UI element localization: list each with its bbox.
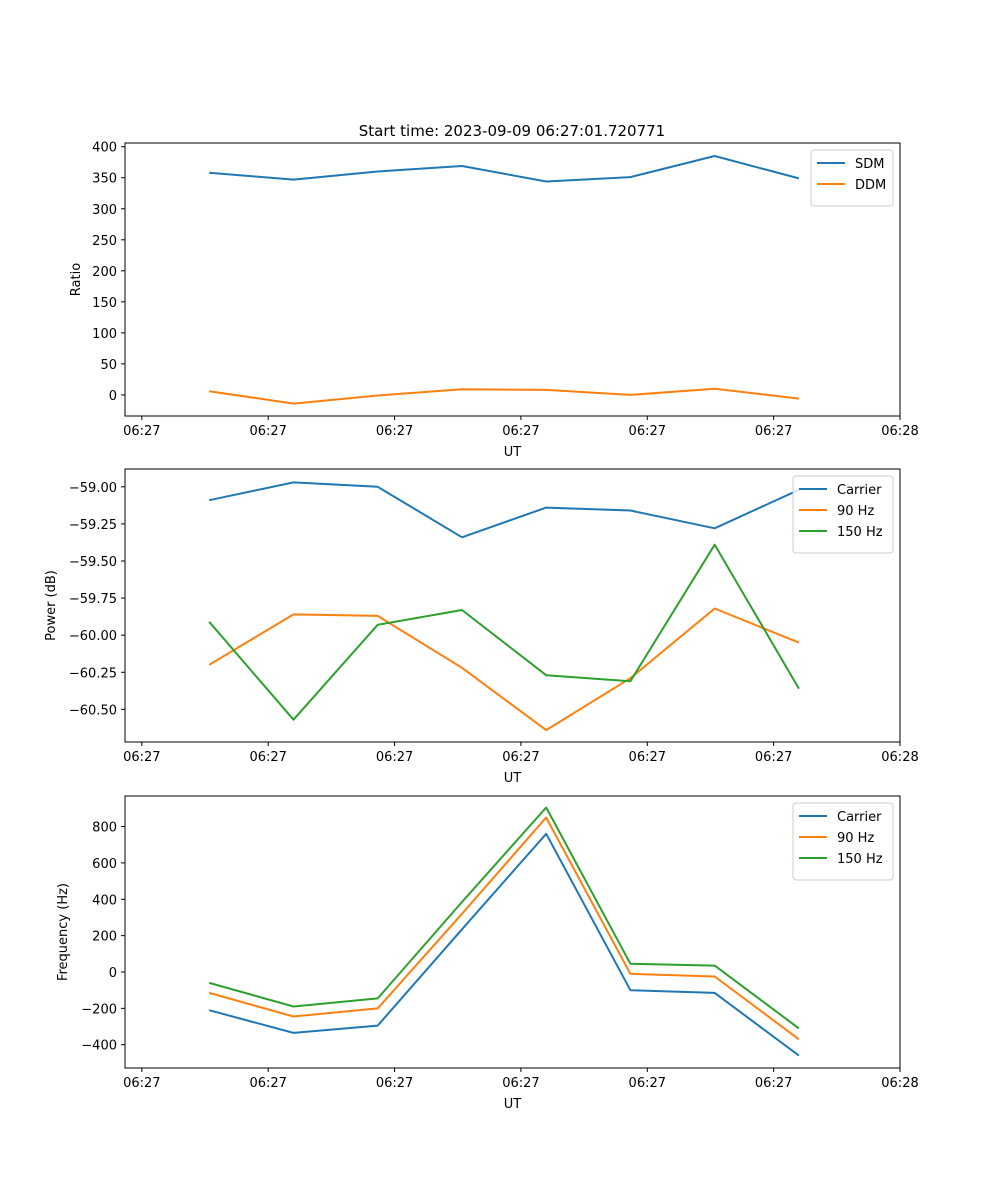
frequency-y-axis-label: Frequency (Hz) (56, 883, 71, 981)
frequency-y-tick-label: −200 (81, 1002, 117, 1017)
frequency-y-tick-label: 800 (92, 821, 117, 836)
ratio-y-tick-label: 400 (92, 141, 117, 156)
frequency-x-tick-label: 06:27 (123, 1076, 160, 1091)
power-x-tick-label: 06:27 (249, 750, 286, 765)
frequency-legend-box (792, 802, 894, 881)
power-axes-frame (124, 468, 901, 743)
ratio-y-tick-label: 300 (92, 203, 117, 218)
ratio-y-tick-label: 250 (92, 234, 117, 249)
frequency-panel: 06:27 06:27 06:27 06:27 06:27 06:27 06:28 −400 −… (56, 795, 919, 1112)
ratio-x-tick-label: 06:27 (123, 424, 160, 439)
power-x-tick-label: 06:27 (755, 750, 792, 765)
frequency-legend-label: 90 Hz (837, 831, 874, 846)
power-y-tick-label: −60.50 (69, 703, 117, 718)
ratio-x-tick-label: 06:28 (881, 424, 918, 439)
power-legend: Carrier 90 Hz 150 Hz (792, 475, 894, 554)
power-panel: 06:27 06:27 06:27 06:27 06:27 06:27 06:28 −60.5… (44, 468, 919, 786)
frequency-x-tick-label: 06:28 (881, 1076, 918, 1091)
frequency-legend: Carrier 90 Hz 150 Hz (792, 802, 894, 881)
power-y-tick-label: −60.00 (69, 629, 117, 644)
power-series-90-hz (208, 607, 800, 732)
ratio-x-axis-label: UT (504, 445, 522, 460)
frequency-x-tick-label: 06:27 (376, 1076, 413, 1091)
frequency-x-tick-label: 06:27 (249, 1076, 286, 1091)
ratio-x-tick-label: 06:27 (629, 424, 666, 439)
power-legend-box (792, 475, 894, 554)
ratio-x-tick-label: 06:27 (376, 424, 413, 439)
frequency-x-tick-label: 06:27 (629, 1076, 666, 1091)
ratio-y-axis-label: Ratio (69, 263, 84, 296)
frequency-y-tick-label: 400 (92, 893, 117, 908)
frequency-legend-label: Carrier (837, 810, 882, 825)
power-x-tick-label: 06:28 (881, 750, 918, 765)
power-y-tick-label: −59.00 (69, 481, 117, 496)
frequency-axes-frame (124, 795, 901, 1069)
frequency-y-tick-label: 0 (109, 966, 117, 981)
ratio-x-tick-label: 06:27 (249, 424, 286, 439)
power-y-tick-label: −60.25 (69, 666, 117, 681)
ratio-y-tick-label: 0 (109, 389, 117, 404)
ratio-y-tick-label: 150 (92, 296, 117, 311)
ratio-legend-label: SDM (855, 157, 884, 172)
ratio-legend-label: DDM (855, 178, 886, 193)
power-series-150-hz (208, 543, 800, 721)
ratio-panel: 06:27 06:27 06:27 06:27 06:27 06:27 06:28 0 50 10… (69, 141, 919, 460)
frequency-y-tick-label: 600 (92, 857, 117, 872)
frequency-y-tick-label: −400 (81, 1039, 117, 1054)
figure-title: Start time: 2023-09-09 06:27:01.720771 (359, 122, 665, 140)
power-y-tick-label: −59.25 (69, 518, 117, 533)
frequency-series-90-hz (208, 816, 800, 1041)
power-y-tick-label: −59.75 (69, 592, 117, 607)
power-y-tick-label: −59.50 (69, 555, 117, 570)
power-x-axis-label: UT (504, 771, 522, 786)
frequency-legend-label: 150 Hz (837, 852, 883, 867)
ratio-y-tick-label: 100 (92, 327, 117, 342)
power-x-tick-label: 06:27 (376, 750, 413, 765)
power-x-tick-label: 06:27 (629, 750, 666, 765)
ratio-series-sdm (209, 155, 800, 183)
ratio-y-tick-label: 200 (92, 265, 117, 280)
power-legend-label: 90 Hz (837, 504, 874, 519)
frequency-x-axis-label: UT (504, 1097, 522, 1112)
ratio-axes-frame (124, 142, 901, 417)
ratio-x-tick-label: 06:27 (502, 424, 539, 439)
ratio-y-tick-label: 50 (100, 358, 117, 373)
power-y-axis-label: Power (dB) (44, 570, 59, 641)
ratio-series-ddm (209, 387, 800, 405)
ratio-legend: SDM DDM (810, 149, 894, 207)
power-legend-label: Carrier (837, 483, 882, 498)
ratio-y-tick-label: 350 (92, 172, 117, 187)
frequency-y-tick-label: 200 (92, 930, 117, 945)
ratio-x-tick-label: 06:27 (755, 424, 792, 439)
frequency-series-150-hz (208, 806, 800, 1030)
power-x-tick-label: 06:27 (123, 750, 160, 765)
frequency-x-tick-label: 06:27 (502, 1076, 539, 1091)
power-x-tick-label: 06:27 (502, 750, 539, 765)
power-legend-label: 150 Hz (837, 525, 883, 540)
frequency-series-carrier (208, 832, 800, 1057)
power-series-carrier (208, 481, 800, 539)
frequency-x-tick-label: 06:27 (755, 1076, 792, 1091)
